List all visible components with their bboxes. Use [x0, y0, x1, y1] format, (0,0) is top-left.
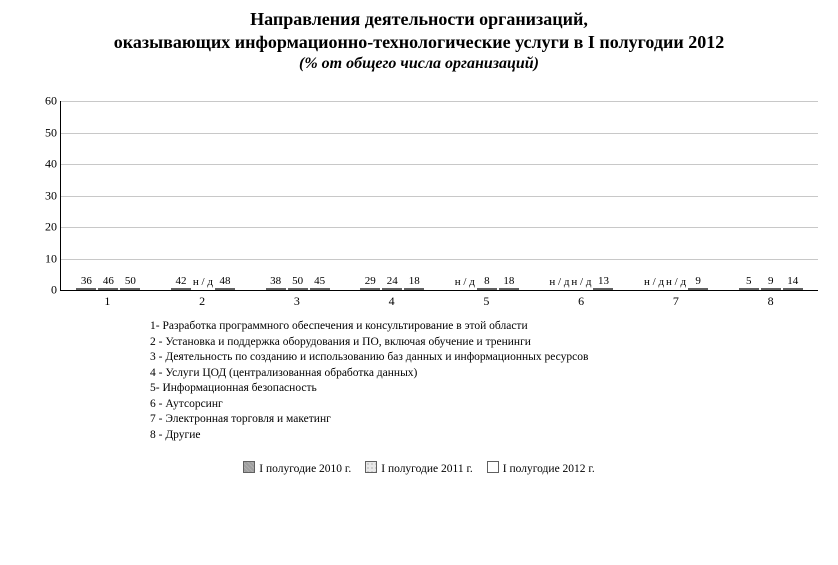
gridline [61, 227, 818, 228]
bar-value-label: н / д [549, 276, 569, 288]
bar: 8 [477, 288, 497, 290]
bar: 5 [739, 288, 759, 290]
bar-value-label: н / д [455, 276, 475, 288]
x-tick-label: 3 [250, 291, 345, 311]
category-description-line: 3 - Деятельность по созданию и использов… [150, 350, 758, 366]
bar-value-label: 5 [746, 275, 752, 287]
bar-value-label: 36 [81, 275, 92, 287]
bar-value-label: 14 [787, 275, 798, 287]
category-description-line: 1- Разработка программного обеспечения и… [150, 319, 758, 335]
category-description-line: 8 - Другие [150, 428, 758, 444]
page: Направления деятельности организаций, ок… [0, 0, 838, 565]
category-description-line: 4 - Услуги ЦОД (централизованная обработ… [150, 366, 758, 382]
title-line-2: оказывающих информационно-технологически… [114, 32, 724, 52]
bar: 18 [499, 288, 519, 290]
bar: 9 [688, 288, 708, 290]
bars: 364650 [76, 288, 140, 290]
y-tick-label: 0 [27, 283, 57, 298]
x-tick-label: 8 [723, 291, 818, 311]
x-tick-label: 5 [439, 291, 534, 311]
bar-value-label: н / д [193, 276, 213, 288]
legend-label: I полугодие 2012 г. [503, 463, 595, 475]
chart: 36465042н / д48385045292418н / д818н / д… [60, 91, 818, 311]
category-description-line: 2 - Установка и поддержка оборудования и… [150, 335, 758, 351]
bars: н / дн / д13 [549, 288, 613, 290]
legend-item: I полугодие 2011 г. [365, 461, 473, 475]
bar-value-label: н / д [571, 276, 591, 288]
gridline [61, 259, 818, 260]
bar-value-label: 42 [175, 275, 186, 287]
legend-item: I полугодие 2012 г. [487, 461, 595, 475]
category-descriptions: 1- Разработка программного обеспечения и… [150, 319, 758, 443]
bar-value-label: н / д [666, 276, 686, 288]
chart-title: Направления деятельности организаций, ок… [0, 8, 838, 53]
title-line-1: Направления деятельности организаций, [250, 9, 588, 29]
x-tick-label: 2 [155, 291, 250, 311]
category-description-line: 7 - Электронная торговля и макетинг [150, 412, 758, 428]
bar-value-label: 9 [768, 275, 774, 287]
bar: 50 [288, 288, 308, 290]
gridline [61, 196, 818, 197]
bar-value-label: 38 [270, 275, 281, 287]
x-tick-label: 7 [629, 291, 724, 311]
bar-value-label: 8 [484, 275, 490, 287]
y-tick-label: 40 [27, 157, 57, 172]
bar: 13 [593, 288, 613, 290]
legend-swatch [243, 461, 255, 473]
bar: 38 [266, 288, 286, 290]
bar: 14 [783, 288, 803, 290]
y-tick-label: 60 [27, 94, 57, 109]
bar: 29 [360, 288, 380, 290]
bar: 45 [310, 288, 330, 290]
legend-swatch [365, 461, 377, 473]
legend-swatch [487, 461, 499, 473]
bars: н / дн / д9 [644, 288, 708, 290]
bar: 48 [215, 288, 235, 290]
bar-value-label: 13 [598, 275, 609, 287]
bars: 385045 [266, 288, 330, 290]
y-tick-label: 30 [27, 188, 57, 203]
chart-subtitle: (% от общего числа организаций) [0, 55, 838, 73]
legend-label: I полугодие 2011 г. [381, 463, 473, 475]
category-description-line: 6 - Аутсорсинг [150, 397, 758, 413]
gridline [61, 101, 818, 102]
x-axis-labels: 12345678 [60, 291, 818, 311]
plot-area: 36465042н / д48385045292418н / д818н / д… [60, 101, 818, 291]
bar-value-label: 45 [314, 275, 325, 287]
gridline [61, 133, 818, 134]
bar-value-label: н / д [644, 276, 664, 288]
bar: 36 [76, 288, 96, 290]
bar-value-label: 24 [387, 275, 398, 287]
x-tick-label: 1 [60, 291, 155, 311]
gridline [61, 164, 818, 165]
x-tick-label: 4 [344, 291, 439, 311]
bar-value-label: 48 [219, 275, 230, 287]
legend-label: I полугодие 2010 г. [259, 463, 351, 475]
bar: 18 [404, 288, 424, 290]
bars: 292418 [360, 288, 424, 290]
bar-value-label: 50 [292, 275, 303, 287]
bars: н / д818 [455, 288, 519, 290]
y-tick-label: 10 [27, 251, 57, 266]
y-tick-label: 20 [27, 220, 57, 235]
category-description-line: 5- Информационная безопасность [150, 381, 758, 397]
bar-value-label: 18 [409, 275, 420, 287]
x-tick-label: 6 [534, 291, 629, 311]
bar: 46 [98, 288, 118, 290]
bar-value-label: 46 [103, 275, 114, 287]
bars: 5914 [739, 288, 803, 290]
legend-item: I полугодие 2010 г. [243, 461, 351, 475]
bar: 9 [761, 288, 781, 290]
bar-value-label: 29 [365, 275, 376, 287]
bar-value-label: 9 [695, 275, 701, 287]
bars: 42н / д48 [171, 288, 235, 290]
y-tick-label: 50 [27, 125, 57, 140]
bar: 50 [120, 288, 140, 290]
bar: 42 [171, 288, 191, 290]
bar-value-label: 18 [503, 275, 514, 287]
bar-value-label: 50 [125, 275, 136, 287]
series-legend: I полугодие 2010 г. I полугодие 2011 г. I … [0, 461, 838, 475]
bar: 24 [382, 288, 402, 290]
